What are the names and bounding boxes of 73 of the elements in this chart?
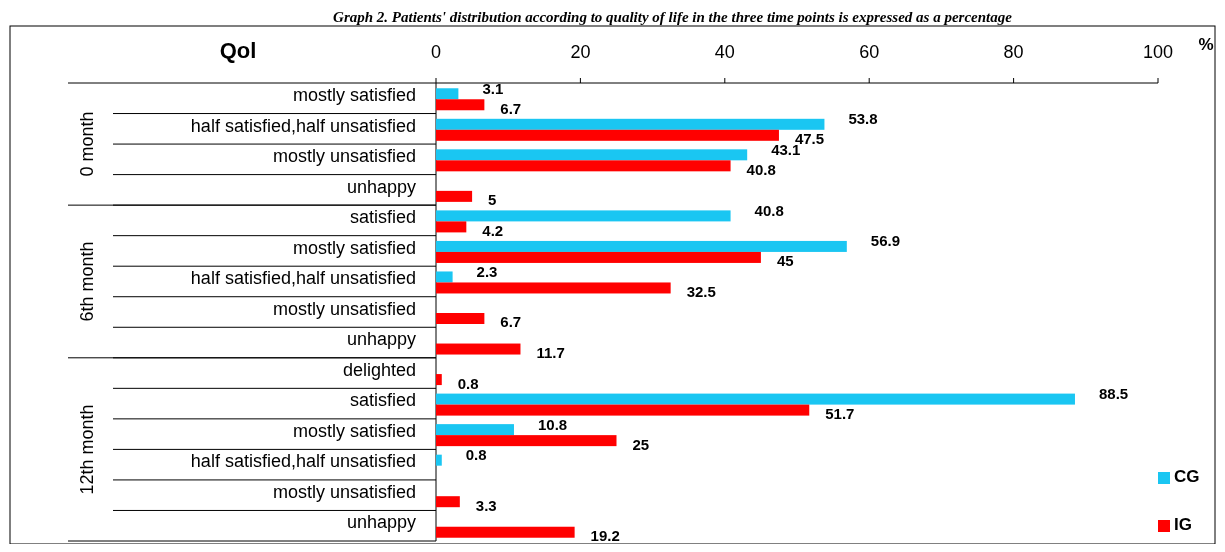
bar — [436, 282, 671, 294]
x-tick-label: 80 — [1003, 42, 1024, 62]
text: 0 month — [76, 111, 97, 177]
bar — [436, 251, 761, 263]
bar — [436, 210, 731, 222]
bar — [436, 496, 460, 508]
data-label: 6.7 — [500, 313, 522, 331]
y-tick-label: unhappy — [346, 176, 416, 197]
bar — [436, 160, 731, 172]
x-axis-title: % — [1198, 35, 1214, 54]
bar — [436, 404, 810, 416]
y-tick-label: mostly satisfied — [292, 85, 416, 106]
bar — [436, 221, 467, 233]
data-label: 5 — [488, 191, 497, 209]
chart-title: Graph 2. Patients' distribution according to quality of life in the three time points is expressed as a percentage — [333, 9, 1013, 25]
bar — [436, 129, 779, 141]
data-label: 40.8 — [746, 160, 776, 178]
data-label: 53.8 — [848, 110, 878, 128]
data-label: 56.9 — [870, 232, 901, 250]
x-tick-label: 40 — [714, 42, 735, 62]
x-tick-label: 0 — [430, 42, 442, 62]
bar — [436, 190, 473, 202]
y-tick-label: mostly satisfied — [292, 420, 416, 441]
data-label: 25 — [632, 435, 650, 453]
bar — [436, 374, 442, 386]
y-tick-label: delighted — [342, 359, 416, 380]
data-label: 32.5 — [686, 282, 716, 300]
bar — [436, 99, 485, 111]
y-tick-label: mostly unsatisfied — [272, 298, 416, 319]
x-tick-label: 60 — [859, 42, 880, 62]
data-label: 0.8 — [457, 374, 479, 392]
data-label: 2.3 — [476, 262, 498, 280]
y-tick-label: half satisfied,half unsatisfied — [190, 115, 416, 136]
legend-label: CG — [1174, 467, 1200, 487]
bar — [436, 240, 847, 252]
y-tick-label: unhappy — [346, 512, 416, 533]
bar — [436, 454, 442, 466]
y-tick-label: satisfied — [349, 207, 416, 228]
bar — [436, 393, 1075, 405]
data-label: 10.8 — [537, 415, 568, 433]
y-tick-label: mostly satisfied — [292, 237, 416, 258]
bar — [436, 343, 521, 355]
data-label: 3.3 — [475, 496, 497, 514]
bar — [436, 313, 485, 324]
data-label: 11.7 — [536, 344, 565, 361]
bar — [436, 424, 514, 436]
data-label: 88.5 — [1098, 385, 1129, 403]
bar — [436, 435, 617, 447]
y-tick-label: mostly unsatisfied — [272, 481, 416, 502]
bar — [436, 88, 459, 100]
text: 6th month — [76, 241, 97, 322]
bar — [436, 118, 825, 130]
bar — [436, 149, 748, 161]
data-label: 4.2 — [482, 221, 504, 239]
y-axis-title: Qol — [219, 38, 257, 63]
data-label: 40.8 — [754, 201, 784, 219]
data-label: 3.1 — [482, 79, 504, 97]
y-tick-label: unhappy — [346, 329, 416, 350]
data-label: 6.7 — [500, 99, 522, 117]
data-label: 0.8 — [465, 446, 487, 464]
bar — [436, 526, 575, 538]
x-tick-label: 20 — [570, 42, 591, 62]
legend-label: IG — [1174, 515, 1192, 535]
x-tick-label: 100 — [1142, 42, 1174, 62]
y-tick-label: mostly unsatisfied — [272, 146, 416, 167]
text: 12th month — [76, 404, 97, 495]
y-tick-label: satisfied — [349, 390, 416, 411]
data-label: 19.2 — [590, 527, 620, 545]
data-label: 45 — [776, 252, 794, 270]
data-label: 51.7 — [825, 405, 855, 423]
bar — [436, 271, 453, 283]
y-tick-label: half satisfied,half unsatisfied — [190, 451, 416, 472]
y-tick-label: half satisfied,half unsatisfied — [190, 268, 416, 289]
